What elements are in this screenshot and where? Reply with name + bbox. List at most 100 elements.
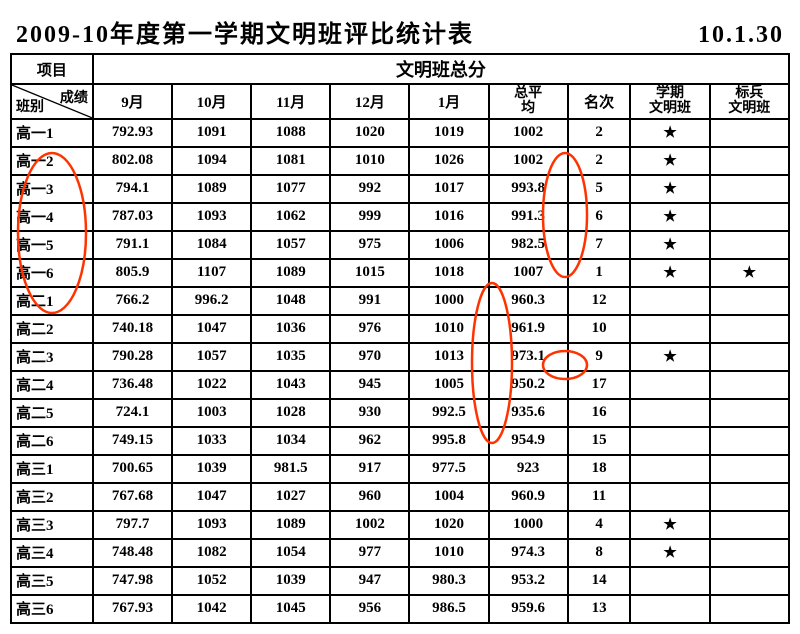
- cell-nov: 1027: [251, 483, 330, 511]
- cell-semester-star: [630, 427, 709, 455]
- cell-avg: 993.8: [489, 175, 568, 203]
- cell-semester-star: [630, 399, 709, 427]
- cell-class: 高一1: [11, 119, 93, 147]
- cell-sep: 749.15: [93, 427, 172, 455]
- col-rank: 名次: [568, 84, 631, 119]
- cell-rank: 2: [568, 147, 631, 175]
- cell-dec: 977: [330, 539, 409, 567]
- cell-rank: 9: [568, 343, 631, 371]
- cell-dec: 917: [330, 455, 409, 483]
- cell-oct: 1093: [172, 203, 251, 231]
- col-sep: 9月: [93, 84, 172, 119]
- cell-jan: 1016: [409, 203, 488, 231]
- cell-nov: 1034: [251, 427, 330, 455]
- col-jan: 1月: [409, 84, 488, 119]
- cell-class: 高二2: [11, 315, 93, 343]
- cell-model-star: [710, 511, 789, 539]
- table-row: 高一1792.93109110881020101910022★: [11, 119, 789, 147]
- cell-oct: 1091: [172, 119, 251, 147]
- cell-oct: 1042: [172, 595, 251, 623]
- cell-oct: 1094: [172, 147, 251, 175]
- cell-model-star: [710, 147, 789, 175]
- cell-jan: 980.3: [409, 567, 488, 595]
- cell-rank: 18: [568, 455, 631, 483]
- cell-avg: 953.2: [489, 567, 568, 595]
- cell-semester-star: ★: [630, 511, 709, 539]
- cell-rank: 11: [568, 483, 631, 511]
- cell-rank: 1: [568, 259, 631, 287]
- cell-class: 高二4: [11, 371, 93, 399]
- cell-sep: 797.7: [93, 511, 172, 539]
- cell-dec: 1002: [330, 511, 409, 539]
- cell-nov: 1062: [251, 203, 330, 231]
- cell-model-star: [710, 231, 789, 259]
- cell-class: 高二6: [11, 427, 93, 455]
- cell-rank: 6: [568, 203, 631, 231]
- cell-avg: 954.9: [489, 427, 568, 455]
- cell-nov: 981.5: [251, 455, 330, 483]
- cell-oct: 1039: [172, 455, 251, 483]
- cell-avg: 982.5: [489, 231, 568, 259]
- table-row: 高二3790.28105710359701013973.19★: [11, 343, 789, 371]
- cell-model-star: [710, 287, 789, 315]
- cell-model-star: [710, 203, 789, 231]
- cell-sep: 747.98: [93, 567, 172, 595]
- table-row: 高三6767.9310421045956986.5959.613: [11, 595, 789, 623]
- cell-oct: 1052: [172, 567, 251, 595]
- cell-dec: 956: [330, 595, 409, 623]
- cell-oct: 1082: [172, 539, 251, 567]
- col-dec: 12月: [330, 84, 409, 119]
- cell-sep: 724.1: [93, 399, 172, 427]
- cell-sep: 802.08: [93, 147, 172, 175]
- header-main: 文明班总分: [93, 54, 789, 84]
- cell-class: 高三4: [11, 539, 93, 567]
- cell-sep: 767.68: [93, 483, 172, 511]
- cell-rank: 8: [568, 539, 631, 567]
- cell-avg: 960.3: [489, 287, 568, 315]
- cell-rank: 15: [568, 427, 631, 455]
- cell-model-star: [710, 427, 789, 455]
- cell-oct: 1107: [172, 259, 251, 287]
- header-diagonal: 成绩 班别: [11, 84, 93, 119]
- cell-class: 高三6: [11, 595, 93, 623]
- cell-avg: 974.3: [489, 539, 568, 567]
- cell-jan: 1026: [409, 147, 488, 175]
- cell-rank: 5: [568, 175, 631, 203]
- col-avg: 总平均: [489, 84, 568, 119]
- cell-nov: 1028: [251, 399, 330, 427]
- cell-rank: 13: [568, 595, 631, 623]
- cell-nov: 1089: [251, 511, 330, 539]
- cell-oct: 1089: [172, 175, 251, 203]
- cell-avg: 973.1: [489, 343, 568, 371]
- cell-avg: 991.3: [489, 203, 568, 231]
- cell-jan: 1010: [409, 315, 488, 343]
- cell-class: 高一4: [11, 203, 93, 231]
- cell-class: 高三5: [11, 567, 93, 595]
- header-corner-top: 项目: [11, 54, 93, 84]
- title-bar: 2009-10年度第一学期文明班评比统计表 10.1.30: [10, 10, 790, 53]
- cell-dec: 962: [330, 427, 409, 455]
- page-date: 10.1.30: [698, 22, 784, 49]
- cell-semester-star: [630, 595, 709, 623]
- col-nov: 11月: [251, 84, 330, 119]
- cell-sep: 791.1: [93, 231, 172, 259]
- cell-class: 高二3: [11, 343, 93, 371]
- cell-oct: 1003: [172, 399, 251, 427]
- cell-sep: 767.93: [93, 595, 172, 623]
- cell-oct: 1022: [172, 371, 251, 399]
- cell-class: 高一2: [11, 147, 93, 175]
- table-body: 高一1792.93109110881020101910022★高一2802.08…: [11, 119, 789, 623]
- cell-semester-star: ★: [630, 539, 709, 567]
- cell-semester-star: [630, 567, 709, 595]
- cell-jan: 1000: [409, 287, 488, 315]
- cell-sep: 790.28: [93, 343, 172, 371]
- cell-avg: 1007: [489, 259, 568, 287]
- table-row: 高一3794.1108910779921017993.85★: [11, 175, 789, 203]
- cell-semester-star: [630, 483, 709, 511]
- cell-dec: 947: [330, 567, 409, 595]
- cell-model-star: [710, 483, 789, 511]
- score-table: 项目 文明班总分 成绩 班别 9月 10月 11月 12月 1月 总平均 名次 …: [10, 53, 790, 624]
- cell-rank: 16: [568, 399, 631, 427]
- cell-avg: 950.2: [489, 371, 568, 399]
- cell-dec: 999: [330, 203, 409, 231]
